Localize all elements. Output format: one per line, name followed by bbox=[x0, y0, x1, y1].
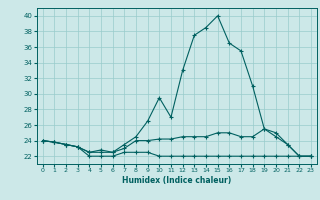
X-axis label: Humidex (Indice chaleur): Humidex (Indice chaleur) bbox=[122, 176, 231, 185]
